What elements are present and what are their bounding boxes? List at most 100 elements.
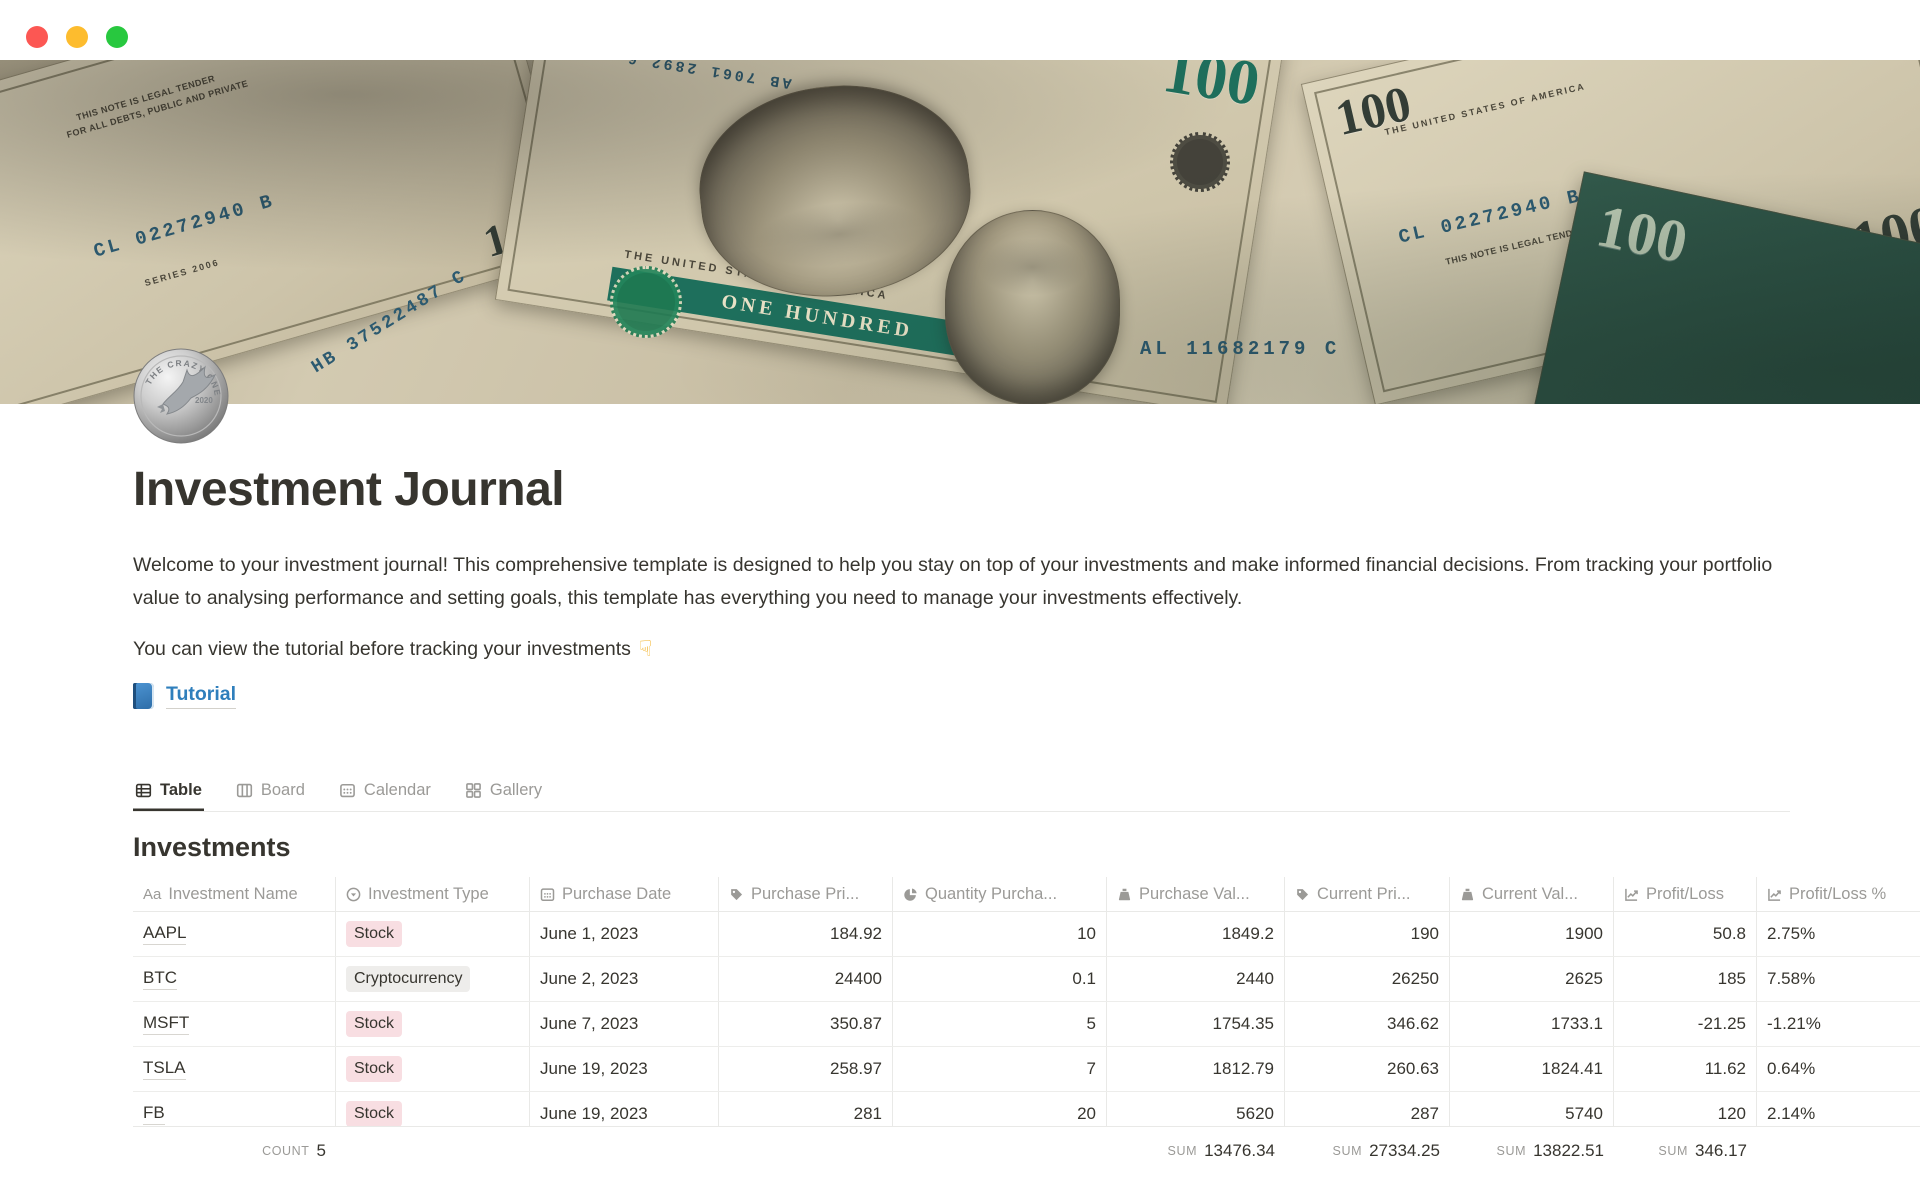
cell-profit-loss[interactable]: 120 bbox=[1614, 1092, 1757, 1126]
investment-name-link: AAPL bbox=[143, 923, 187, 945]
count-label: COUNT bbox=[262, 1144, 310, 1158]
cell-purchase-value[interactable]: 2440 bbox=[1107, 957, 1285, 1001]
cell-profit-loss[interactable]: 11.62 bbox=[1614, 1047, 1757, 1091]
database-title[interactable]: Investments bbox=[133, 832, 291, 862]
cell-purchase-price[interactable]: 24400 bbox=[719, 957, 893, 1001]
view-tabs: Table Board Calendar bbox=[133, 775, 1790, 812]
tutorial-link-block[interactable]: Tutorial bbox=[133, 679, 1790, 713]
investment-name-link: FB bbox=[143, 1103, 165, 1125]
column-label: Current Pri... bbox=[1317, 884, 1411, 903]
cell-investment-name[interactable]: BTC bbox=[133, 957, 336, 1001]
tutorial-link[interactable]: Tutorial bbox=[166, 683, 237, 709]
column-label: Investment Name bbox=[168, 884, 298, 903]
cell-investment-name[interactable]: TSLA bbox=[133, 1047, 336, 1091]
tab-calendar[interactable]: Calendar bbox=[337, 775, 433, 811]
cell-purchase-date[interactable]: June 19, 2023 bbox=[530, 1047, 719, 1091]
cell-profit-loss-pct[interactable]: -1.21% bbox=[1767, 1014, 1821, 1033]
cell-current-value[interactable]: 5740 bbox=[1450, 1092, 1614, 1126]
column-header-quantity-purchased[interactable]: Quantity Purcha... bbox=[893, 877, 1107, 911]
page-title[interactable]: Investment Journal bbox=[133, 463, 565, 516]
minimize-window-button[interactable] bbox=[66, 26, 88, 48]
cell-profit-loss[interactable]: -21.25 bbox=[1614, 1002, 1757, 1046]
cell-current-price[interactable]: 346.62 bbox=[1285, 1002, 1450, 1046]
tutorial-prompt[interactable]: You can view the tutorial before trackin… bbox=[133, 638, 1790, 661]
cell-quantity[interactable]: 7 bbox=[893, 1047, 1107, 1091]
cell-current-value[interactable]: 1900 bbox=[1450, 912, 1614, 956]
cell-investment-type[interactable]: Stock bbox=[336, 1047, 530, 1091]
cell-investment-name[interactable]: MSFT bbox=[133, 1002, 336, 1046]
cell-purchase-date[interactable]: June 2, 2023 bbox=[530, 957, 719, 1001]
investment-name-link: TSLA bbox=[143, 1058, 186, 1080]
tag-property-icon bbox=[731, 888, 743, 900]
calendar-property-icon bbox=[540, 887, 555, 901]
cell-profit-loss-pct[interactable]: 7.58% bbox=[1767, 969, 1816, 988]
close-window-button[interactable] bbox=[26, 26, 48, 48]
cell-profit-loss-pct[interactable]: 2.75% bbox=[1767, 924, 1816, 943]
column-header-current-value[interactable]: Current Val... bbox=[1450, 877, 1614, 911]
cell-quantity[interactable]: 5 bbox=[893, 1002, 1107, 1046]
cell-current-price[interactable]: 260.63 bbox=[1285, 1047, 1450, 1091]
footer-sum-profit-loss[interactable]: SUM 346.17 bbox=[1614, 1127, 1757, 1161]
cell-purchase-value[interactable]: 1849.2 bbox=[1107, 912, 1285, 956]
footer-sum-current-value[interactable]: SUM 13822.51 bbox=[1450, 1127, 1614, 1161]
weight-property-icon bbox=[1461, 888, 1474, 900]
footer-sum-current-price[interactable]: SUM 27334.25 bbox=[1285, 1127, 1450, 1161]
column-header-purchase-value[interactable]: Purchase Val... bbox=[1107, 877, 1285, 911]
cell-purchase-date[interactable]: June 19, 2023 bbox=[530, 1092, 719, 1126]
cell-current-price[interactable]: 287 bbox=[1285, 1092, 1450, 1126]
cell-purchase-date[interactable]: June 1, 2023 bbox=[530, 912, 719, 956]
column-header-investment-name[interactable]: Aa Investment Name bbox=[133, 877, 336, 911]
cell-investment-type[interactable]: Cryptocurrency bbox=[336, 957, 530, 1001]
column-header-current-price[interactable]: Current Pri... bbox=[1285, 877, 1450, 911]
cell-current-value[interactable]: 1733.1 bbox=[1450, 1002, 1614, 1046]
table-footer-row: COUNT 5 SUM 13476.34 SUM 27334.25 SUM 13… bbox=[133, 1126, 1920, 1161]
cell-quantity[interactable]: 0.1 bbox=[893, 957, 1107, 1001]
cell-current-value[interactable]: 2625 bbox=[1450, 957, 1614, 1001]
tab-board[interactable]: Board bbox=[234, 775, 307, 811]
cell-purchase-value[interactable]: 1812.79 bbox=[1107, 1047, 1285, 1091]
tab-label: Table bbox=[160, 781, 202, 799]
cell-purchase-value[interactable]: 5620 bbox=[1107, 1092, 1285, 1126]
sum-label: SUM bbox=[1658, 1144, 1688, 1158]
zoom-window-button[interactable] bbox=[106, 26, 128, 48]
tab-table[interactable]: Table bbox=[133, 775, 204, 811]
cell-investment-type[interactable]: Stock bbox=[336, 1092, 530, 1126]
cell-purchase-price[interactable]: 281 bbox=[719, 1092, 893, 1126]
cell-investment-name[interactable]: FB bbox=[133, 1092, 336, 1126]
cell-purchase-value[interactable]: 1754.35 bbox=[1107, 1002, 1285, 1046]
cell-profit-loss[interactable]: 185 bbox=[1614, 957, 1757, 1001]
footer-count[interactable]: COUNT 5 bbox=[133, 1127, 336, 1161]
cell-profit-loss-pct[interactable]: 0.64% bbox=[1767, 1059, 1816, 1078]
cell-quantity[interactable]: 20 bbox=[893, 1092, 1107, 1126]
cell-purchase-price[interactable]: 258.97 bbox=[719, 1047, 893, 1091]
cell-current-price[interactable]: 26250 bbox=[1285, 957, 1450, 1001]
tab-gallery[interactable]: Gallery bbox=[463, 775, 544, 811]
column-header-purchase-date[interactable]: Purchase Date bbox=[530, 877, 719, 911]
column-header-purchase-price[interactable]: Purchase Pri... bbox=[719, 877, 893, 911]
cell-profit-loss-pct[interactable]: 2.14% bbox=[1767, 1104, 1816, 1123]
cell-investment-name[interactable]: AAPL bbox=[133, 912, 336, 956]
footer-spacer bbox=[893, 1127, 1107, 1161]
banner-bill: 100 100 THIS NOTE IS LEGAL TENDER FOR AL… bbox=[0, 60, 584, 404]
table-view-icon bbox=[135, 783, 152, 798]
cell-investment-type[interactable]: Stock bbox=[336, 912, 530, 956]
cell-purchase-price[interactable]: 350.87 bbox=[719, 1002, 893, 1046]
investment-name-link: MSFT bbox=[143, 1013, 190, 1035]
column-header-investment-type[interactable]: Investment Type bbox=[336, 877, 530, 911]
page-icon-coin-avatar[interactable]: THE CRAZY ONES 2020 bbox=[129, 340, 229, 444]
footer-sum-purchase-value[interactable]: SUM 13476.34 bbox=[1107, 1127, 1285, 1161]
board-view-icon bbox=[236, 783, 252, 798]
cell-profit-loss[interactable]: 50.8 bbox=[1614, 912, 1757, 956]
intro-paragraph[interactable]: Welcome to your investment journal! This… bbox=[133, 554, 1773, 609]
cell-quantity[interactable]: 10 bbox=[893, 912, 1107, 956]
cell-current-value[interactable]: 1824.41 bbox=[1450, 1047, 1614, 1091]
column-header-profit-loss[interactable]: Profit/Loss bbox=[1614, 877, 1757, 911]
sum-label: SUM bbox=[1496, 1144, 1527, 1158]
column-header-profit-loss-pct[interactable]: Profit/Loss % bbox=[1757, 877, 1920, 911]
cell-purchase-price[interactable]: 184.92 bbox=[719, 912, 893, 956]
cell-purchase-date[interactable]: June 7, 2023 bbox=[530, 1002, 719, 1046]
franklin-portrait bbox=[945, 210, 1120, 404]
column-label: Purchase Val... bbox=[1139, 884, 1250, 903]
cell-current-price[interactable]: 190 bbox=[1285, 912, 1450, 956]
cell-investment-type[interactable]: Stock bbox=[336, 1002, 530, 1046]
